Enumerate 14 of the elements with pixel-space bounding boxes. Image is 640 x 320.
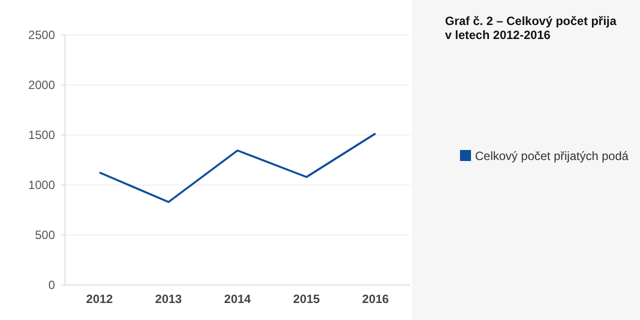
- x-tick-label: 2012: [86, 292, 114, 306]
- line-series: [98, 132, 376, 203]
- y-tick-label: 2500: [28, 28, 56, 42]
- x-tick-label: 2013: [155, 292, 182, 306]
- y-tick-label: 1500: [28, 128, 56, 142]
- y-tick-label: 500: [34, 228, 56, 242]
- x-tick-label: 2014: [224, 292, 252, 306]
- text: Graf č. 2 – Celkový počet přija v letech 2012-2016: [445, 14, 617, 42]
- y-tick-label: 0: [48, 278, 56, 292]
- x-tick-label: 2016: [362, 292, 390, 306]
- x-tick-label: 2015: [293, 292, 320, 306]
- y-tick-label: 1000: [28, 178, 56, 192]
- legend-label: Celkový počet přijatých podá: [475, 149, 629, 163]
- y-tick-label: 2000: [28, 78, 56, 92]
